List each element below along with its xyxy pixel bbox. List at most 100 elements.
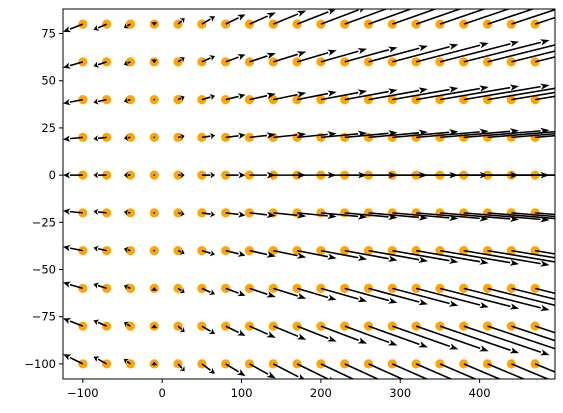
y-tick-label: −75 [32, 310, 56, 324]
data-point [244, 359, 255, 369]
vector-arrow [535, 212, 555, 216]
arrows-layer [63, 9, 555, 379]
vector-arrow [463, 83, 550, 101]
vector-arrow [535, 174, 555, 176]
vector-arrow [511, 132, 555, 139]
vector-arrow [511, 50, 555, 63]
vector-arrow [463, 325, 550, 356]
data-point [482, 57, 493, 67]
data-point [221, 283, 231, 293]
vector-arrow [487, 249, 555, 263]
x-tick-label: −100 [67, 386, 99, 400]
data-point [387, 57, 397, 67]
vector-arrow [225, 363, 246, 377]
vector-arrow [93, 282, 107, 290]
vector-arrow [177, 18, 185, 25]
data-point [221, 19, 231, 29]
vector-arrow [93, 98, 107, 105]
vector-arrow [511, 287, 555, 301]
vector-arrow [296, 249, 337, 260]
data-point [244, 19, 255, 29]
vector-arrow [153, 211, 156, 214]
data-point [340, 57, 350, 67]
vector-arrow [415, 287, 489, 309]
vector-arrow [296, 9, 337, 25]
vector-arrow [201, 325, 216, 334]
points-layer [78, 19, 540, 369]
vector-arrow [151, 361, 158, 366]
vector-arrow [487, 44, 555, 63]
vector-arrow [392, 325, 459, 350]
vector-arrow [368, 363, 405, 379]
vector-arrow [225, 14, 246, 25]
vector-arrow [201, 171, 216, 179]
vector-arrow [201, 210, 216, 218]
vector-arrow [320, 249, 368, 261]
vector-arrow [463, 363, 502, 379]
vector-arrow [487, 363, 526, 379]
vector-arrow [201, 363, 216, 374]
data-point [506, 57, 516, 67]
vector-arrow [123, 246, 131, 253]
vector-arrow [93, 356, 108, 365]
vector-arrow [177, 56, 185, 63]
vector-arrow [151, 324, 158, 329]
vector-arrow [511, 9, 555, 25]
vector-arrow [511, 91, 555, 101]
x-axis: −100 0 100 200 300 400 [67, 379, 491, 400]
vector-arrow [296, 49, 337, 63]
vector-arrow [123, 97, 131, 104]
y-tick-label: −25 [32, 215, 56, 229]
data-point [221, 95, 231, 105]
vector-arrow [463, 39, 550, 63]
vector-arrow [249, 211, 276, 218]
vector-arrow [487, 325, 555, 350]
vector-arrow [177, 249, 185, 255]
vector-arrow [439, 325, 520, 354]
vector-arrow [511, 249, 555, 259]
vector-arrow [368, 45, 428, 63]
vector-arrow [415, 85, 489, 101]
vector-arrow [153, 98, 156, 101]
data-point [244, 283, 255, 293]
vector-arrow [344, 88, 398, 101]
vector-arrow [93, 171, 107, 179]
vector-arrow [225, 287, 246, 297]
vector-arrow [249, 287, 276, 298]
data-point [459, 57, 469, 67]
vector-arrow [63, 244, 83, 252]
vector-arrow [535, 249, 555, 255]
vector-arrow [439, 84, 520, 101]
vector-arrow [123, 23, 131, 29]
vector-arrow [392, 249, 459, 264]
vector-arrow [93, 319, 107, 327]
vector-arrow [273, 287, 307, 299]
vector-arrow [415, 9, 463, 25]
vector-arrow [63, 61, 84, 69]
vector-arrow [296, 287, 337, 301]
x-tick-label: 200 [310, 386, 332, 400]
vector-arrow [151, 21, 158, 26]
vector-arrow [93, 23, 107, 31]
data-point [221, 57, 231, 67]
data-point [244, 95, 255, 105]
vector-arrow [344, 325, 398, 346]
vector-arrow [153, 136, 156, 139]
data-point [244, 321, 255, 331]
vector-arrow [535, 95, 555, 101]
vector-arrow [320, 48, 368, 63]
vector-arrow [201, 287, 216, 296]
data-point [244, 208, 255, 218]
vector-arrow [178, 171, 185, 179]
vector-arrow [177, 95, 185, 102]
vector-arrow [272, 10, 307, 25]
vector-arrow [511, 212, 555, 218]
vector-arrow [344, 287, 398, 304]
vector-arrow [93, 61, 107, 68]
x-tick-label: 300 [389, 386, 411, 400]
vector-arrow [368, 325, 428, 348]
data-point [221, 321, 231, 331]
vector-arrow [511, 174, 555, 176]
data-point [316, 57, 326, 67]
vector-arrow [273, 51, 307, 63]
